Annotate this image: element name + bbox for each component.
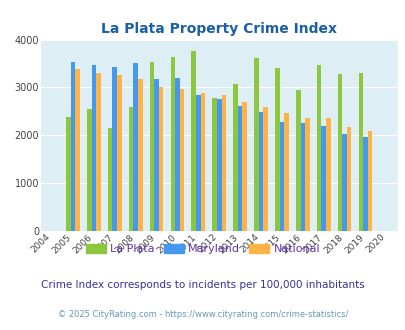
- Bar: [170, 57, 175, 231]
- Bar: [346, 127, 351, 231]
- Bar: [274, 68, 279, 231]
- Bar: [179, 89, 184, 231]
- Bar: [196, 95, 200, 231]
- Bar: [221, 95, 226, 231]
- Bar: [133, 63, 138, 231]
- Bar: [341, 134, 346, 231]
- Bar: [254, 58, 258, 231]
- Bar: [70, 62, 75, 231]
- Bar: [263, 107, 267, 231]
- Bar: [300, 123, 305, 231]
- Bar: [212, 98, 216, 231]
- Bar: [258, 112, 263, 231]
- Bar: [295, 90, 300, 231]
- Bar: [358, 73, 362, 231]
- Bar: [284, 113, 288, 231]
- Bar: [242, 102, 246, 231]
- Bar: [149, 62, 154, 231]
- Bar: [128, 107, 133, 231]
- Bar: [108, 128, 112, 231]
- Bar: [279, 122, 283, 231]
- Bar: [200, 93, 205, 231]
- Bar: [321, 126, 325, 231]
- Bar: [316, 65, 321, 231]
- Bar: [325, 118, 330, 231]
- Bar: [362, 137, 367, 231]
- Bar: [305, 118, 309, 231]
- Bar: [87, 110, 92, 231]
- Text: Crime Index corresponds to incidents per 100,000 inhabitants: Crime Index corresponds to incidents per…: [41, 280, 364, 290]
- Bar: [232, 83, 237, 231]
- Bar: [237, 106, 242, 231]
- Bar: [191, 51, 196, 231]
- Text: © 2025 CityRating.com - https://www.cityrating.com/crime-statistics/: © 2025 CityRating.com - https://www.city…: [58, 310, 347, 319]
- Bar: [75, 69, 80, 231]
- Bar: [216, 99, 221, 231]
- Bar: [337, 74, 341, 231]
- Bar: [154, 79, 158, 231]
- Title: La Plata Property Crime Index: La Plata Property Crime Index: [101, 22, 337, 36]
- Legend: La Plata, Maryland, National: La Plata, Maryland, National: [83, 242, 322, 256]
- Bar: [112, 67, 117, 231]
- Bar: [367, 130, 371, 231]
- Bar: [66, 116, 70, 231]
- Bar: [92, 65, 96, 231]
- Bar: [138, 79, 142, 231]
- Bar: [117, 75, 121, 231]
- Bar: [175, 78, 179, 231]
- Bar: [96, 73, 100, 231]
- Bar: [158, 87, 163, 231]
